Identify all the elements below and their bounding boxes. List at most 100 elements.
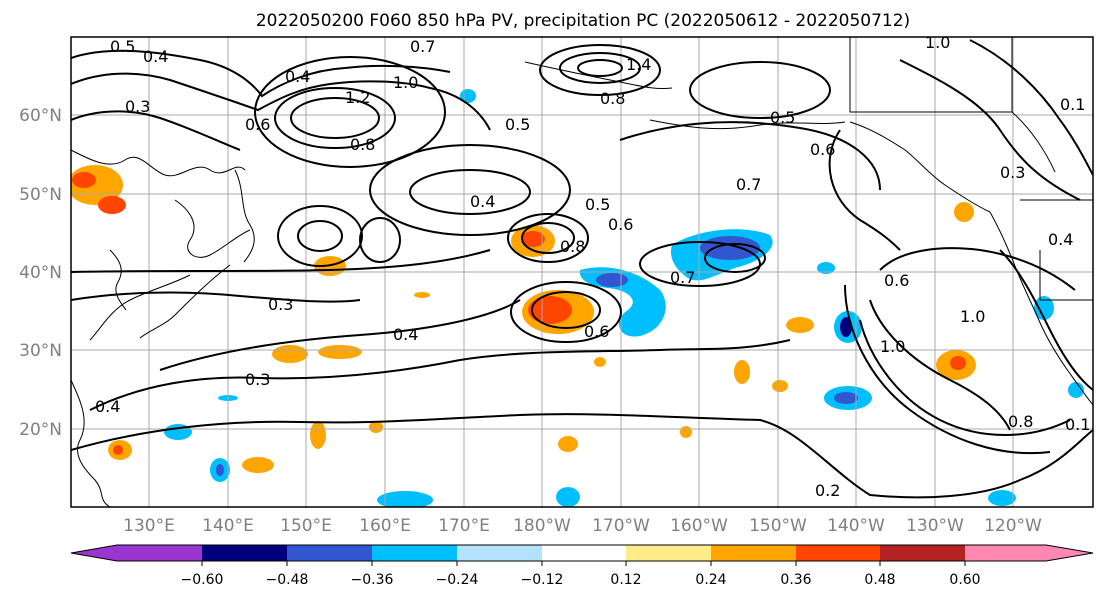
coastline bbox=[71, 149, 246, 177]
coastline bbox=[109, 249, 127, 311]
pv-contour bbox=[859, 319, 1071, 436]
pv-contour bbox=[828, 129, 901, 251]
contour-label: 1.0 bbox=[880, 337, 905, 356]
contour-label: 0.2 bbox=[815, 481, 840, 500]
contour-label: 0.3 bbox=[125, 97, 150, 116]
contour-label: 1.0 bbox=[925, 33, 950, 52]
precip-positive-core bbox=[528, 296, 572, 324]
lon-label: 160°W bbox=[670, 516, 728, 536]
contour-label: 0.8 bbox=[1008, 412, 1033, 431]
coastline bbox=[989, 211, 1093, 406]
precip-negative-area bbox=[1068, 382, 1084, 398]
map-frame bbox=[70, 36, 1094, 508]
contour-label: 0.5 bbox=[585, 195, 610, 214]
pv-contour bbox=[639, 241, 761, 287]
coastline bbox=[174, 199, 251, 258]
lat-label: 60°N bbox=[19, 106, 62, 126]
lon-label: 160°E bbox=[359, 516, 411, 536]
colorbar-segment bbox=[372, 545, 457, 561]
border bbox=[1011, 37, 1056, 173]
precip-positive-area bbox=[369, 421, 383, 433]
precip-negative-core bbox=[596, 273, 628, 287]
contour-label: 0.5 bbox=[505, 115, 530, 134]
pv-contour bbox=[369, 144, 571, 236]
colorbar-outline bbox=[70, 544, 1094, 562]
pv-contour bbox=[89, 339, 791, 411]
pv-contour bbox=[71, 249, 491, 273]
pv-contour bbox=[159, 299, 521, 371]
contour-label: 0.6 bbox=[584, 322, 609, 341]
pv-contour bbox=[531, 291, 601, 329]
precip-negative-area bbox=[1034, 296, 1054, 320]
colorbar-tick-label: 0.36 bbox=[780, 572, 811, 588]
contour-label: 0.8 bbox=[350, 135, 375, 154]
pv-contour bbox=[277, 205, 363, 267]
pv-contour bbox=[71, 291, 361, 303]
pv-contour bbox=[704, 243, 766, 273]
pv-contour bbox=[359, 217, 401, 263]
precip-positive-area bbox=[680, 426, 692, 438]
lon-label: 170°W bbox=[592, 516, 650, 536]
colorbar-tick-label: −0.12 bbox=[521, 572, 564, 588]
precip-negative-core bbox=[834, 392, 858, 404]
pv-contour bbox=[71, 49, 451, 98]
contour-label: 0.5 bbox=[770, 108, 795, 127]
contour-label: 0.3 bbox=[268, 295, 293, 314]
precip-positive-area bbox=[954, 202, 974, 222]
colorbar-segment bbox=[711, 545, 796, 561]
contour-label: 0.6 bbox=[608, 215, 633, 234]
contour-label: 1.0 bbox=[393, 73, 418, 92]
pv-contour bbox=[290, 97, 380, 139]
precip-negative-core bbox=[216, 464, 224, 476]
border bbox=[849, 37, 1012, 113]
contour-label: 0.4 bbox=[95, 397, 120, 416]
precip-negative-core bbox=[840, 317, 852, 337]
colorbar-tick-label: 0.24 bbox=[695, 572, 726, 588]
lat-label: 30°N bbox=[19, 341, 62, 361]
contour-label: 0.3 bbox=[245, 370, 270, 389]
precip-positive-core bbox=[950, 356, 966, 370]
pv-contour bbox=[297, 220, 343, 252]
pv-contour bbox=[254, 56, 446, 168]
pv-contour bbox=[409, 169, 531, 215]
map-panel: 0.5 0.4 0.7 1.0 1.2 1.4 0.8 0.4 0.5 0.6 … bbox=[70, 33, 1094, 508]
precip-negative-core bbox=[700, 236, 760, 260]
precip-shading bbox=[71, 89, 1084, 507]
lon-label: 150°E bbox=[280, 516, 332, 536]
coastline bbox=[234, 169, 255, 263]
contour-label: 0.4 bbox=[1048, 230, 1073, 249]
pv-contour bbox=[510, 281, 622, 343]
precip-positive-area bbox=[414, 292, 430, 298]
contour-labels: 0.5 0.4 0.7 1.0 1.2 1.4 0.8 0.4 0.5 0.6 … bbox=[95, 33, 1090, 500]
colorbar-segment bbox=[965, 545, 1046, 561]
pv-contour bbox=[869, 299, 1011, 431]
longitude-labels: 130°E 140°E 150°E 160°E 170°E 180°W 170°… bbox=[123, 516, 1042, 536]
precip-negative-area bbox=[817, 262, 835, 274]
colorbar-tick-label: 0.12 bbox=[610, 572, 641, 588]
pv-contour bbox=[619, 121, 881, 191]
colorbar-tick-label: −0.60 bbox=[181, 572, 224, 588]
pv-contour bbox=[521, 222, 575, 254]
pv-contour bbox=[999, 249, 1093, 391]
coastline bbox=[71, 379, 111, 507]
colorbar-extend-high bbox=[1046, 545, 1093, 561]
colorbar-segment bbox=[542, 545, 626, 561]
lon-label: 140°E bbox=[202, 516, 254, 536]
lon-label: 180°W bbox=[513, 516, 571, 536]
precip-positive-area bbox=[272, 345, 308, 363]
pv-contours bbox=[71, 39, 1093, 499]
precip-positive-core bbox=[72, 172, 96, 188]
precip-positive-core bbox=[113, 445, 123, 455]
colorbar-segment bbox=[880, 545, 965, 561]
contour-label: 0.4 bbox=[143, 47, 168, 66]
pv-contour bbox=[689, 61, 831, 119]
pv-contour bbox=[71, 110, 241, 151]
colorbar: −0.60 −0.48 −0.36 −0.24 −0.12 0.12 0.24 … bbox=[70, 544, 1094, 588]
contour-label: 1.2 bbox=[345, 88, 370, 107]
contour-label: 0.4 bbox=[285, 67, 310, 86]
colorbar-tick-label: −0.36 bbox=[351, 572, 394, 588]
colorbar-tick-label: 0.60 bbox=[949, 572, 980, 588]
pv-contour bbox=[71, 413, 1093, 499]
